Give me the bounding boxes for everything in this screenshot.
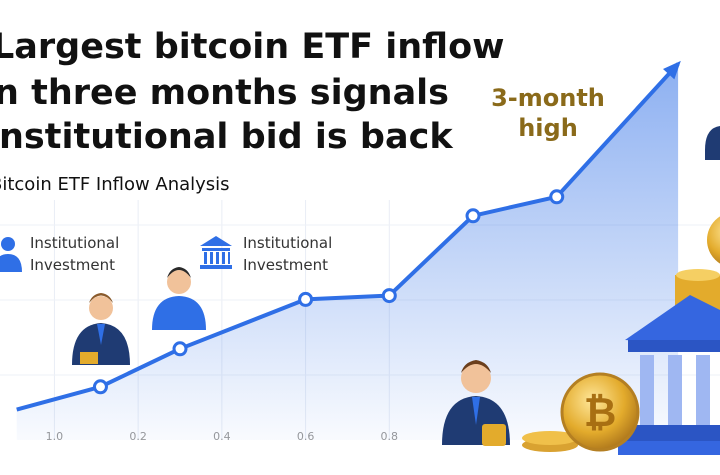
svg-text:₿: ₿ [584, 390, 617, 436]
annotation: high [518, 114, 578, 142]
legend-label: Institutional Investment [243, 234, 332, 274]
point [172, 341, 188, 357]
title-line: Largest bitcoin ETF inflow [0, 27, 505, 67]
arrow-head [663, 60, 681, 80]
subtitle: Bitcoin ETF Inflow Analysis [0, 174, 230, 195]
line [16, 62, 680, 412]
point [92, 379, 108, 395]
point [549, 189, 565, 205]
area [16, 63, 679, 441]
point [381, 288, 397, 304]
title-line: institutional bid is back [0, 117, 453, 157]
point [298, 291, 314, 307]
legend-label: Institutional Investment [30, 234, 119, 274]
point [465, 208, 481, 224]
person-illustration [72, 126, 720, 446]
legend-icon [0, 236, 232, 272]
bank-illustration: ₿ [522, 216, 720, 455]
annotation: 3-month [491, 84, 605, 112]
title-line: in three months signals [0, 73, 449, 113]
